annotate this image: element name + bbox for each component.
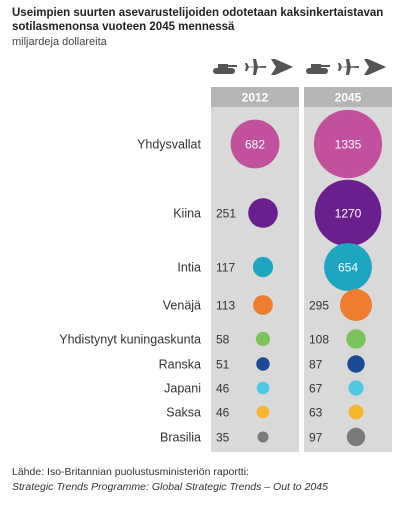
- value-label-2012: 117: [216, 261, 235, 275]
- value-label-2045: 97: [309, 431, 323, 445]
- value-label-2045: 654: [338, 261, 358, 275]
- value-label-2012: 46: [216, 406, 230, 420]
- value-label-2012: 51: [216, 358, 230, 372]
- value-label-2045: 87: [309, 358, 323, 372]
- drone-icon: [364, 59, 386, 75]
- tank-barrel: [321, 65, 330, 67]
- bubble-2045: [313, 109, 383, 179]
- bubble-2045: [340, 289, 372, 321]
- category-label: Yhdistynyt kuningaskunta: [59, 333, 201, 347]
- chart-subtitle: miljardeja dollareita: [12, 36, 107, 48]
- bubble-2012: [255, 331, 271, 347]
- bubble-2045: [347, 355, 365, 373]
- jet-shape: [244, 59, 266, 75]
- column-header-2012: [211, 87, 299, 107]
- value-label-2012: 113: [216, 299, 235, 313]
- bubble-2045: [324, 243, 372, 291]
- category-label: Kiina: [173, 207, 201, 221]
- bubble-2045: [346, 427, 366, 447]
- fighter-jet-icon: [244, 59, 266, 75]
- value-label-2012: 251: [216, 207, 236, 221]
- bubble-2012: [248, 198, 278, 228]
- category-label: Intia: [177, 261, 201, 275]
- value-label-2045: 1270: [335, 207, 362, 221]
- tank-turret: [311, 64, 321, 69]
- value-label-2012: 35: [216, 431, 230, 445]
- tank-icon: [306, 64, 330, 74]
- tank-body: [306, 68, 328, 74]
- bubble-2045: [348, 380, 364, 396]
- value-label-2045: 295: [309, 299, 329, 313]
- chart-title: Useimpien suurten asevarustelijoiden odo…: [12, 7, 384, 33]
- column-header-label: 2045: [335, 91, 362, 105]
- category-label: Brasilia: [160, 431, 201, 445]
- bubble-2012: [257, 431, 269, 443]
- source-line-2: Strategic Trends Programme: Global Strat…: [12, 481, 328, 493]
- drone-icon: [271, 59, 293, 75]
- icon-group: [306, 59, 386, 75]
- drone-shape: [271, 59, 293, 75]
- category-label: Japani: [164, 382, 201, 396]
- value-label-2012: 58: [216, 333, 230, 347]
- bubble-2045: [314, 179, 382, 247]
- fighter-jet-icon: [337, 59, 359, 75]
- category-label: Saksa: [166, 406, 201, 420]
- tank-icon: [213, 64, 237, 74]
- bubble-2012: [256, 405, 270, 419]
- value-label-2045: 63: [309, 406, 323, 420]
- value-label-2012: 46: [216, 382, 230, 396]
- bubble-2045: [348, 404, 364, 420]
- bubble-2012: [230, 119, 280, 169]
- bubble-chart: 2012 2045 Yhdysvallat 682 1335 Kiina 251 1270 In…: [59, 59, 392, 452]
- tank-body: [213, 68, 235, 74]
- column-header-label: 2012: [242, 91, 269, 105]
- jet-shape: [337, 59, 359, 75]
- column-header-2045: [304, 87, 392, 107]
- tank-barrel: [228, 65, 237, 67]
- tank-turret: [218, 64, 228, 69]
- category-label: Venäjä: [163, 299, 201, 313]
- category-label: Yhdysvallat: [137, 138, 201, 152]
- value-label-2045: 108: [309, 333, 329, 347]
- value-label-2012: 682: [245, 138, 265, 152]
- bubble-2012: [252, 256, 274, 278]
- icon-group: [213, 59, 293, 75]
- value-label-2045: 67: [309, 382, 323, 396]
- bubble-2012: [253, 295, 273, 315]
- source-note: Lähde: Iso-Britannian puolustusministeri…: [12, 465, 404, 495]
- drone-shape: [364, 59, 386, 75]
- bubble-2012: [256, 381, 270, 395]
- bubble-2045: [346, 329, 366, 349]
- bubble-2012: [256, 357, 270, 371]
- value-label-2045: 1335: [335, 138, 362, 152]
- category-label: Ranska: [159, 358, 201, 372]
- source-line-1: Lähde: Iso-Britannian puolustusministeri…: [12, 466, 249, 478]
